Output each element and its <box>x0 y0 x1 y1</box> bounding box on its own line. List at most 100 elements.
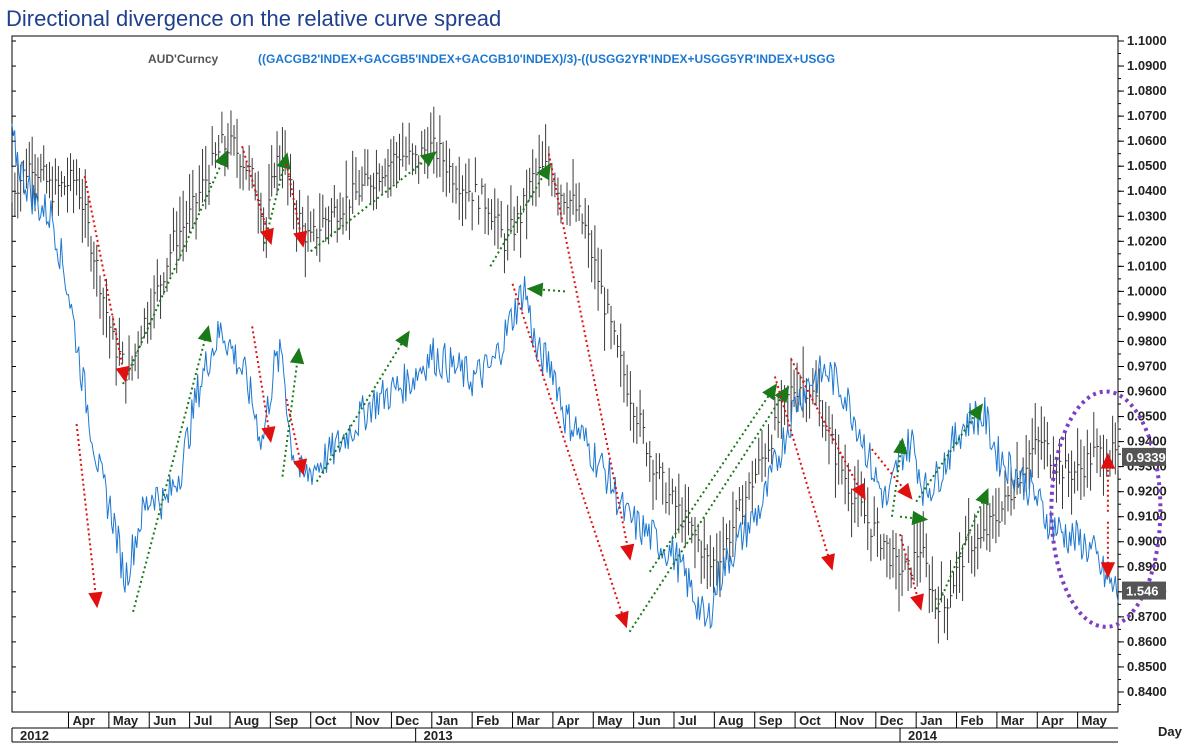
x-year-label: 2014 <box>908 728 938 743</box>
y-tick-label: 1.0900 <box>1127 58 1167 73</box>
y-tick-label: 0.9900 <box>1127 308 1167 323</box>
y-tick-label: 1.0300 <box>1127 208 1167 223</box>
x-axis: Apr May Jun Jul Aug Sep Oct Nov Dec Jan Feb Mar Apr M… <box>11 712 1108 743</box>
up-trend-arrow-line <box>648 385 776 573</box>
down-trend-arrow-head <box>261 426 276 443</box>
x-month-label: Aug <box>234 713 259 728</box>
x-month-label: Oct <box>799 713 821 728</box>
down-trend-arrow-line <box>547 153 631 557</box>
down-trend-arrow-head <box>620 543 635 561</box>
y-tick-label: 1.0400 <box>1127 183 1167 198</box>
up-trend-arrow-line <box>281 351 300 477</box>
x-month-label: May <box>113 713 139 728</box>
x-month-label: Sep <box>759 713 783 728</box>
y-tick-label: 1.0800 <box>1127 83 1167 98</box>
annotation-layer <box>75 145 1163 633</box>
x-month-label: Apr <box>1041 713 1063 728</box>
down-trend-arrow-head <box>260 227 274 246</box>
down-trend-arrow-line <box>241 145 272 242</box>
x-month-label: Feb <box>476 713 499 728</box>
legend-aud-label: AUD'Curncy <box>148 52 219 66</box>
x-month-label: Nov <box>355 713 380 728</box>
y-axis-right: 1.1000 1.0900 1.0800 1.0700 1.0600 1.0500 1.04… <box>12 33 1167 705</box>
up-trend-arrow-head <box>419 151 437 167</box>
y-tick-label: 0.9000 <box>1127 534 1167 549</box>
down-trend-arrow-line <box>251 326 272 440</box>
down-trend-arrow-head <box>88 591 103 609</box>
x-month-label: Jun <box>638 713 661 728</box>
y-tick-label: 1.0100 <box>1127 258 1167 273</box>
up-trend-arrow-head <box>214 150 228 168</box>
y-tick-label: 0.9600 <box>1127 384 1167 399</box>
last-value-text: 1.546 <box>1126 584 1159 599</box>
x-month-label: May <box>1082 713 1108 728</box>
legend-spread-label: ((GACGB2'INDEX+GACGB5'INDEX+GACGB10'INDE… <box>258 52 835 66</box>
last-value-text: 0.9339 <box>1126 450 1166 465</box>
up-trend-arrow-head <box>893 437 908 455</box>
up-trend-arrow-head <box>968 403 983 421</box>
x-month-label: Nov <box>839 713 864 728</box>
x-month-label: Jan <box>920 713 942 728</box>
x-month-label: Mar <box>1001 713 1024 728</box>
y-tick-label: 0.8500 <box>1127 659 1167 674</box>
x-month-label: Sep <box>274 713 298 728</box>
up-trend-arrow-head <box>774 385 790 403</box>
up-trend-arrow-head <box>395 330 410 348</box>
y-tick-label: 0.8400 <box>1127 684 1167 699</box>
x-month-label: Oct <box>315 713 337 728</box>
x-month-label: Jul <box>678 713 697 728</box>
up-trend-arrow-line <box>935 491 988 610</box>
y-tick-label: 1.0500 <box>1127 158 1167 173</box>
series-layer <box>11 106 1120 644</box>
up-trend-arrow-head <box>911 510 929 526</box>
up-red-arrow-head <box>1100 452 1116 469</box>
up-trend-arrow-line <box>628 388 788 633</box>
y-tick-label: 0.9200 <box>1127 484 1167 499</box>
x-month-label: Jun <box>153 713 176 728</box>
x-month-label: Jul <box>194 713 213 728</box>
up-trend-arrow-head <box>975 488 989 506</box>
x-month-label: Apr <box>73 713 95 728</box>
y-tick-label: 1.0600 <box>1127 133 1167 148</box>
y-tick-label: 0.9700 <box>1127 358 1167 373</box>
down-trend-arrow-head <box>1100 562 1116 579</box>
down-trend-arrow-line <box>790 358 865 498</box>
x-month-label: Apr <box>557 713 579 728</box>
up-trend-arrow-line <box>310 152 435 253</box>
y-tick-label: 0.9500 <box>1127 409 1167 424</box>
x-month-label: Dec <box>395 713 419 728</box>
down-trend-arrow-line <box>285 163 304 245</box>
legend: AUD'Curncy ((GACGB2'INDEX+GACGB5'INDEX+G… <box>148 52 835 66</box>
highlight-ellipse <box>1049 389 1163 629</box>
down-trend-arrow-line <box>83 176 127 380</box>
x-month-label: May <box>597 713 623 728</box>
chart-title: Directional divergence on the relative c… <box>6 6 502 31</box>
up-trend-arrow-line <box>263 155 288 245</box>
x-year-label: 2013 <box>424 728 453 743</box>
y-tick-label: 0.9400 <box>1127 434 1167 449</box>
series-curve-spread <box>11 123 1119 630</box>
down-trend-arrow-head <box>910 593 924 611</box>
up-trend-arrow-line <box>915 405 982 503</box>
last-value-badge <box>1122 447 1166 466</box>
x-axis-title: Day <box>1158 724 1183 739</box>
x-month-label: Feb <box>961 713 984 728</box>
last-value-badge <box>1122 581 1166 600</box>
down-trend-arrow-line <box>75 423 98 605</box>
up-trend-arrow-line <box>122 153 227 385</box>
y-tick-label: 1.0000 <box>1127 283 1167 298</box>
chart-frame <box>11 35 1119 743</box>
down-trend-arrow-head <box>293 458 308 476</box>
y-tick-label: 1.1000 <box>1127 33 1167 48</box>
up-trend-arrow-line <box>132 328 209 613</box>
y-tick-label: 0.8700 <box>1127 609 1167 624</box>
down-trend-arrow-head <box>614 610 629 629</box>
down-trend-arrow-line <box>285 398 304 472</box>
up-trend-arrow-head <box>762 383 778 401</box>
y-tick-label: 0.9100 <box>1127 509 1167 524</box>
last-value-badges: 0.9339 1.546 <box>1122 447 1166 600</box>
down-trend-arrow-head <box>897 482 913 500</box>
up-trend-arrow-line <box>489 165 550 267</box>
x-month-label: Dec <box>880 713 904 728</box>
